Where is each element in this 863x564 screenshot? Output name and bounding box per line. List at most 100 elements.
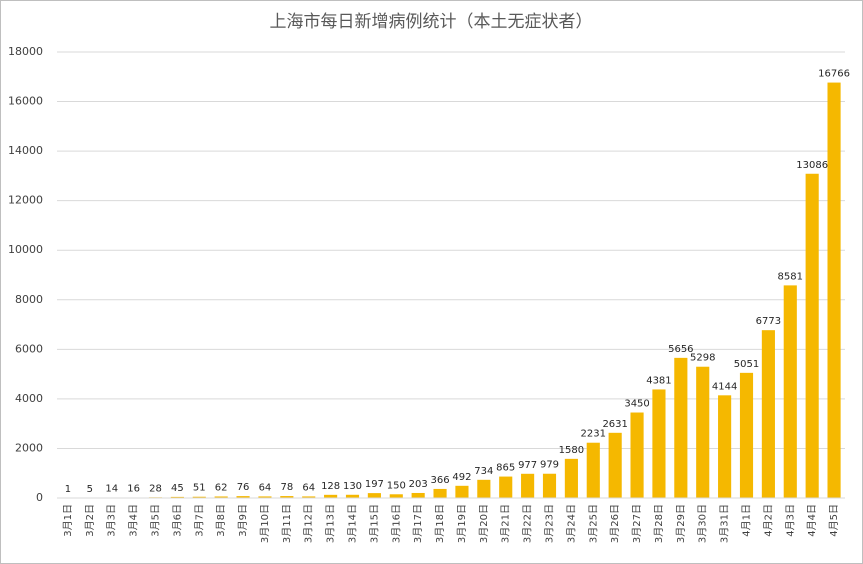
bar <box>367 493 381 498</box>
bar <box>630 412 644 498</box>
value-label: 16766 <box>818 69 850 80</box>
bar <box>477 479 491 498</box>
x-tick-label: 3月21日 <box>500 504 512 543</box>
value-label: 13086 <box>796 160 828 171</box>
x-tick-label: 3月20日 <box>478 504 490 543</box>
value-label: 2231 <box>581 429 606 440</box>
value-label: 734 <box>474 466 493 477</box>
bar <box>652 389 666 498</box>
value-label: 4381 <box>646 375 671 386</box>
value-label: 197 <box>365 479 384 490</box>
x-tick-label: 3月23日 <box>544 504 556 543</box>
y-tick-label: 12000 <box>8 194 43 207</box>
value-label: 366 <box>431 475 450 486</box>
x-tick-label: 3月19日 <box>456 504 468 543</box>
x-tick-label: 3月27日 <box>631 504 643 543</box>
value-label: 6773 <box>756 316 781 327</box>
bar <box>455 485 469 498</box>
value-label: 76 <box>237 482 250 493</box>
x-tick-label: 3月8日 <box>215 504 227 537</box>
y-tick-label: 8000 <box>15 293 43 306</box>
value-label: 492 <box>452 472 471 483</box>
value-label: 5 <box>87 484 93 495</box>
y-tick-label: 2000 <box>15 441 43 454</box>
y-tick-label: 4000 <box>15 392 43 405</box>
bar <box>302 496 316 498</box>
x-tick-label: 3月3日 <box>106 504 118 537</box>
bar <box>761 330 775 498</box>
value-label: 62 <box>215 482 228 493</box>
bar <box>542 473 557 498</box>
bar <box>805 173 819 498</box>
x-tick-label: 3月1日 <box>62 504 74 537</box>
value-label: 5051 <box>734 359 759 370</box>
bar <box>433 488 447 498</box>
x-tick-label: 3月10日 <box>259 504 271 543</box>
bar <box>718 395 732 498</box>
bar <box>236 496 250 498</box>
value-label: 150 <box>387 480 406 491</box>
x-tick-label: 3月6日 <box>171 504 183 537</box>
value-label: 865 <box>496 463 515 474</box>
x-tick-label: 3月13日 <box>325 504 337 543</box>
x-tick-label: 3月5日 <box>150 504 162 537</box>
bar <box>586 442 600 498</box>
bar <box>783 285 797 498</box>
value-label: 5656 <box>668 344 693 355</box>
x-tick-label: 4月4日 <box>806 504 818 537</box>
x-tick-label: 4月3日 <box>784 504 796 537</box>
x-tick-label: 3月9日 <box>237 504 249 537</box>
x-tick-label: 3月26日 <box>609 504 621 543</box>
bar <box>608 432 622 498</box>
value-label: 979 <box>540 460 559 471</box>
value-label: 2631 <box>602 419 627 430</box>
bar <box>739 372 754 498</box>
x-tick-label: 3月29日 <box>675 504 687 543</box>
x-tick-label: 3月4日 <box>128 504 140 537</box>
y-tick-label: 18000 <box>8 45 43 58</box>
bar <box>696 366 710 498</box>
value-label: 4144 <box>712 381 737 392</box>
x-tick-label: 3月24日 <box>565 504 577 543</box>
y-tick-label: 10000 <box>8 243 43 256</box>
value-label: 1 <box>65 484 71 495</box>
x-tick-label: 4月2日 <box>762 504 774 537</box>
x-tick-label: 3月25日 <box>587 504 599 543</box>
bar <box>827 82 841 498</box>
y-tick-label: 16000 <box>8 95 43 108</box>
value-label: 1580 <box>559 445 584 456</box>
x-tick-label: 3月30日 <box>697 504 709 543</box>
value-label: 28 <box>149 483 162 494</box>
bar <box>192 496 206 498</box>
value-label: 5298 <box>690 353 715 364</box>
y-tick-label: 6000 <box>15 342 43 355</box>
x-tick-label: 3月31日 <box>719 504 731 543</box>
bar <box>674 357 688 498</box>
x-tick-label: 3月11日 <box>281 504 293 543</box>
y-tick-label: 14000 <box>8 144 43 157</box>
bar <box>258 496 272 498</box>
value-label: 64 <box>259 482 272 493</box>
x-tick-label: 3月2日 <box>84 504 96 537</box>
x-tick-label: 3月17日 <box>412 504 424 543</box>
value-label: 14 <box>105 484 118 495</box>
chart-title: 上海市每日新增病例统计（本土无症状者） <box>270 12 593 32</box>
bar <box>389 494 403 498</box>
bar <box>280 496 294 498</box>
x-tick-label: 3月16日 <box>390 504 402 543</box>
value-label: 3450 <box>624 399 649 410</box>
x-tick-label: 3月12日 <box>303 504 315 543</box>
value-label: 78 <box>280 482 293 493</box>
value-label: 203 <box>409 479 428 490</box>
x-tick-label: 3月22日 <box>522 504 534 543</box>
value-label: 128 <box>321 481 340 492</box>
bar <box>324 494 338 498</box>
bar <box>499 476 513 498</box>
bar <box>521 473 535 498</box>
bar <box>170 496 184 498</box>
value-label: 64 <box>302 482 315 493</box>
bar <box>411 492 425 498</box>
value-label: 130 <box>343 481 362 492</box>
x-tick-label: 3月7日 <box>193 504 205 537</box>
